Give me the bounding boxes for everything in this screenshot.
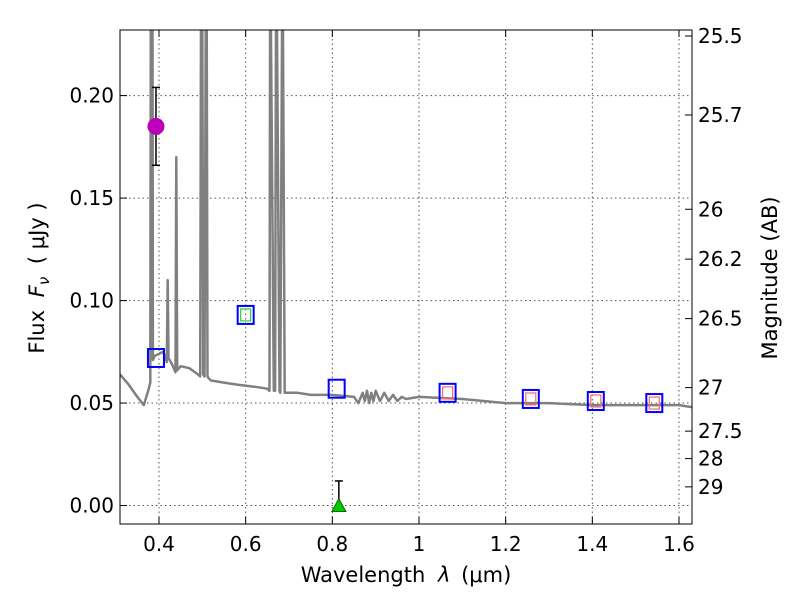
tick-layer: 0.4 0.6 0.8 1 1.2 1.4 1.6 0.00 0.05 0.10 0.15 0.20 2…: [69, 24, 742, 556]
mag-tick-label: 27.5: [698, 419, 743, 443]
x-axis-label: Wavelength λ (μm): [301, 563, 512, 587]
y-tick-label: 0.15: [69, 186, 114, 210]
model-photometry-marker: [521, 388, 540, 409]
model-photometry-marker: [645, 393, 664, 414]
spectrum-line: [120, 30, 692, 409]
mag-tick-label: 27: [698, 376, 723, 400]
x-tick-label: 0.4: [143, 532, 175, 556]
upper-limit-marker: [330, 497, 347, 513]
y-axis-label: Flux Fν ( μJy ): [25, 202, 54, 353]
x-tick-label: 0.8: [316, 532, 348, 556]
y-tick-label: 0.10: [69, 289, 114, 313]
model-photometry-marker: [146, 347, 165, 368]
mag-tick-label: 26.5: [698, 307, 743, 331]
y-tick-label: 0.20: [69, 84, 114, 108]
y-tick-label: 0.05: [69, 391, 114, 415]
data-layer: [120, 30, 692, 513]
mag-tick-label: 25.7: [698, 103, 743, 127]
model-photometry-marker: [327, 378, 346, 399]
y-tick-label: 0.00: [69, 494, 114, 518]
mag-tick-label: 26: [698, 197, 723, 221]
y2-axis-label: Magnitude (AB): [758, 196, 782, 359]
x-tick-label: 0.6: [230, 532, 262, 556]
x-tick-label: 1.4: [576, 532, 608, 556]
observed-photometry-marker: [590, 394, 602, 408]
observed-photometry-marker: [648, 396, 660, 410]
model-photometry-marker: [586, 391, 605, 412]
x-tick-label: 1: [413, 532, 426, 556]
plot-frame: [119, 29, 693, 525]
mag-tick-label: 28: [698, 447, 723, 471]
observed-flux-point: [147, 117, 165, 135]
grid-layer: [120, 30, 692, 524]
mag-tick-label: 29: [698, 475, 723, 499]
mag-tick-label: 26.2: [698, 247, 743, 271]
observed-photometry-marker: [240, 308, 252, 322]
mag-tick-label: 25.5: [698, 24, 743, 48]
x-tick-label: 1.2: [490, 532, 522, 556]
observed-photometry-marker: [442, 386, 454, 400]
model-photometry-marker: [438, 382, 457, 403]
model-photometry-marker: [236, 304, 255, 325]
x-tick-label: 1.6: [663, 532, 695, 556]
observed-photometry-marker: [525, 392, 537, 406]
